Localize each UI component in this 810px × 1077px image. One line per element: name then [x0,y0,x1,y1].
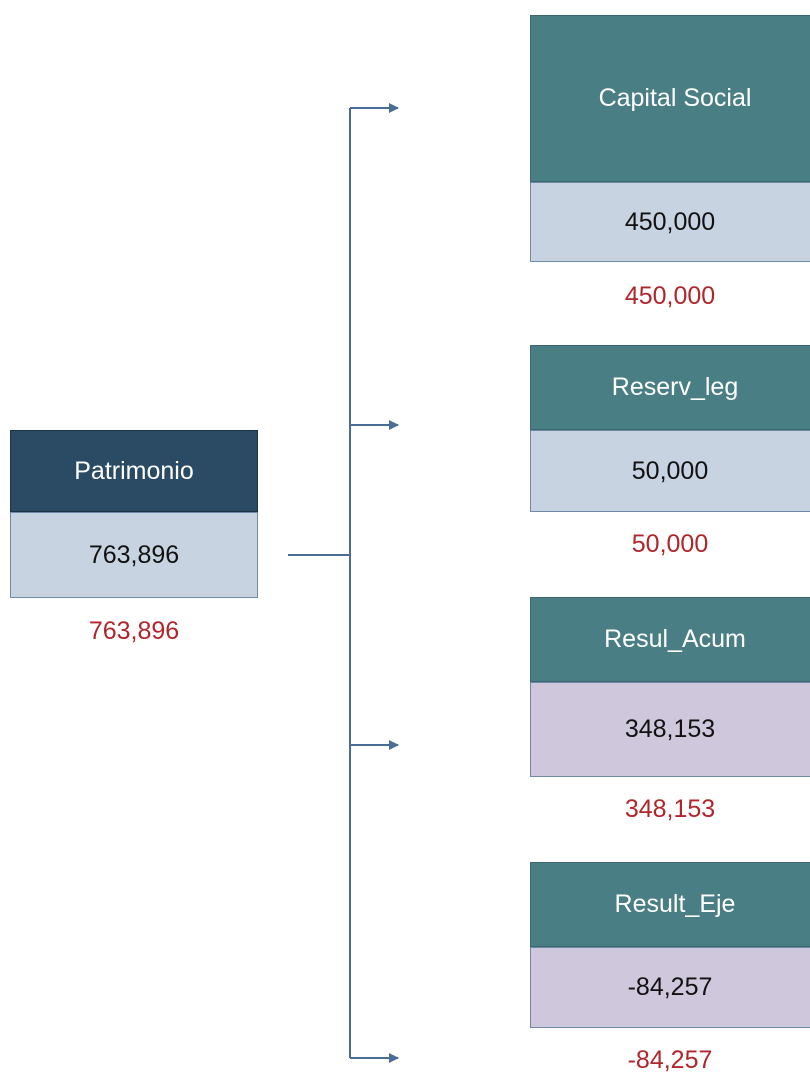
node-label: Capital Social [530,15,810,182]
child-node: Resul_Acum 348,153 [530,597,810,777]
node-value: 763,896 [10,512,258,598]
node-label: Result_Eje [530,862,810,947]
node-value: 450,000 [530,182,810,262]
node-total: -84,257 [627,1046,713,1074]
node-label: Reserv_leg [530,345,810,430]
child-node: Reserv_leg 50,000 [530,345,810,512]
node-total: 348,153 [624,795,716,823]
child-node: Capital Social 450,000 [530,15,810,262]
node-value: -84,257 [530,947,810,1028]
node-value: 50,000 [530,430,810,512]
root-node: Patrimonio 763,896 [10,430,258,598]
node-value: 348,153 [530,682,810,777]
node-total: 450,000 [624,282,716,310]
node-label: Resul_Acum [530,597,810,682]
child-node: Result_Eje -84,257 [530,862,810,1028]
node-label: Patrimonio [10,430,258,512]
node-total: 50,000 [631,530,709,558]
node-total: 763,896 [88,617,180,645]
